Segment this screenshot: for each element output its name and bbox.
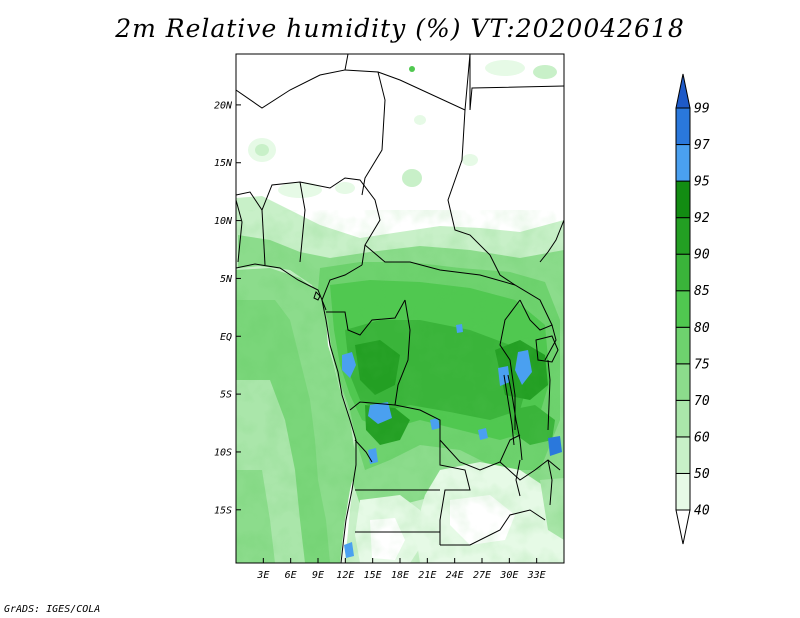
colorbar-segment <box>675 326 691 365</box>
lon-label: 24E <box>446 570 464 581</box>
lat-label: 5N <box>220 274 233 285</box>
lon-label: 9E <box>312 570 324 581</box>
colorbar-label: 85 <box>694 284 710 299</box>
colorbar-label: 95 <box>694 175 710 190</box>
lon-label: 15E <box>364 570 382 581</box>
texture-overlay <box>236 210 564 563</box>
colorbar-segment <box>675 290 691 328</box>
colorbar-segment <box>675 363 691 401</box>
colorbar-segment <box>675 436 691 474</box>
grads-credit: GrADS: IGES/COLA <box>4 604 101 615</box>
country-borders <box>236 54 564 546</box>
colorbar-label: 40 <box>694 504 710 519</box>
lon-label: 21E <box>418 570 436 581</box>
colorbar-segment <box>675 253 691 292</box>
lakes <box>313 291 559 506</box>
saturated-pockets <box>342 324 562 558</box>
lon-label: 33E <box>527 570 546 581</box>
colorbar-label: 97 <box>694 138 710 153</box>
colorbar-label: 99 <box>694 102 710 117</box>
colorbar-segment <box>675 472 691 511</box>
latitude-axis: 20N 15N 10N 5N EQ 5S 10S 15S <box>214 100 241 516</box>
colorbar-label: 80 <box>694 321 710 336</box>
colorbar-label: 75 <box>694 357 710 372</box>
colorbar-label: 50 <box>694 467 710 482</box>
colorbar-segment <box>675 217 691 255</box>
map-title: 2m Relative humidity (%) VT:2020042618 <box>115 14 685 43</box>
lat-label: 15S <box>214 505 232 516</box>
lat-label: 10N <box>214 216 233 227</box>
colorbar-lower-triangle <box>675 509 691 545</box>
colorbar-segment <box>675 399 691 438</box>
map-field <box>236 54 564 563</box>
lon-label: 12E <box>336 570 354 581</box>
colorbar-segment <box>675 144 691 182</box>
lon-label: 18E <box>391 570 409 581</box>
colorbar-label: 92 <box>694 211 710 226</box>
lon-label: 30E <box>499 570 518 581</box>
lon-label: 6E <box>285 570 297 581</box>
colorbar: 40 50 60 70 75 80 85 90 92 95 97 99 <box>675 73 710 545</box>
colorbar-label: 90 <box>694 248 710 263</box>
lon-label: 3E <box>256 570 269 581</box>
north-moisture-patches <box>248 60 557 198</box>
longitude-axis: 3E 6E 9E 12E 15E 18E 21E 24E 27E 30E 33E <box>256 558 546 581</box>
colorbar-label: 60 <box>694 430 710 445</box>
lat-label: 15N <box>214 158 233 169</box>
colorbar-label: 70 <box>694 394 710 409</box>
lat-label: EQ <box>220 332 232 343</box>
lon-label: 27E <box>473 570 491 581</box>
colorbar-segment <box>675 180 691 219</box>
lat-label: 20N <box>214 100 233 111</box>
lat-label: 10S <box>214 447 232 458</box>
colorbar-segment <box>675 107 691 146</box>
coastline <box>236 199 564 563</box>
colorbar-upper-triangle <box>675 73 691 109</box>
lat-label: 5S <box>220 390 232 401</box>
